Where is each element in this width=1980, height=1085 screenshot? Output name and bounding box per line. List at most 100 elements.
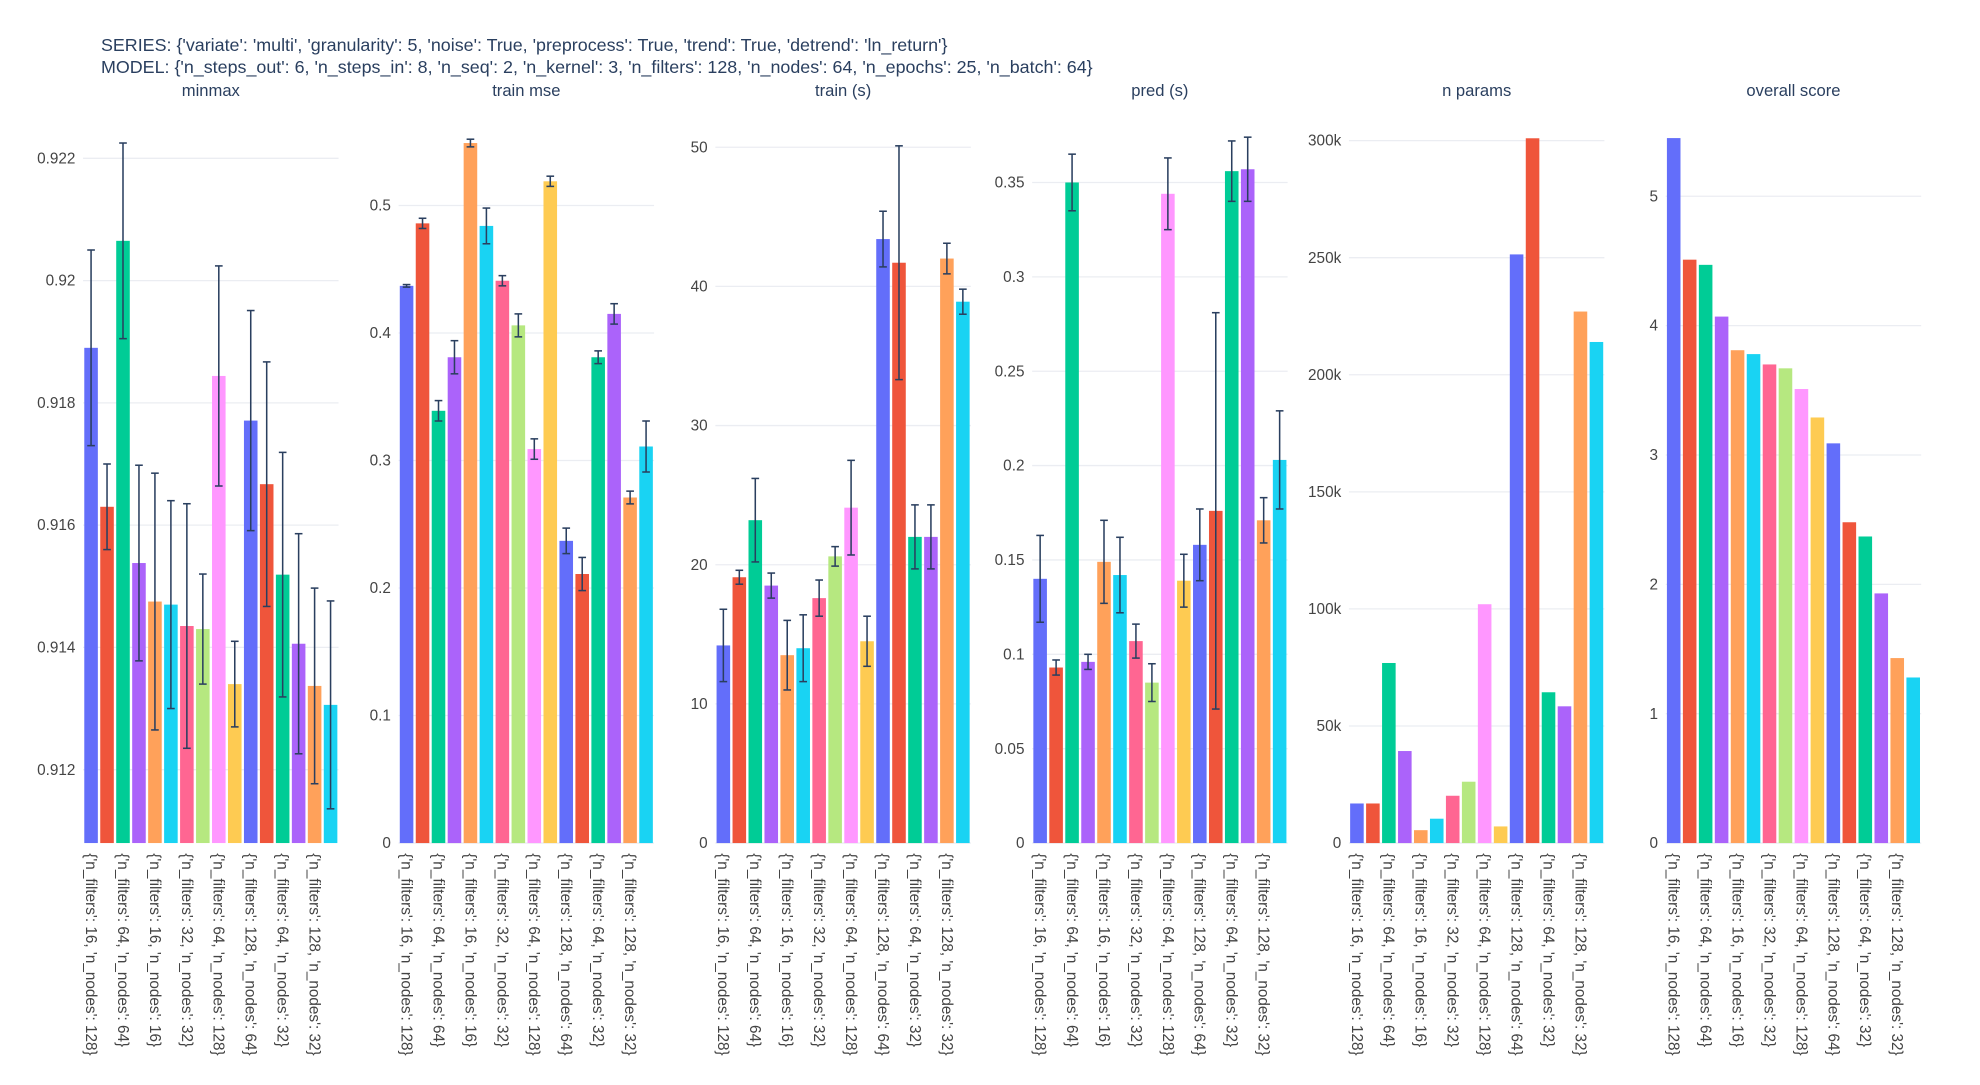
x-tick-label: {'n_filters': 64, 'n_nodes': 32} [906, 853, 923, 1047]
bar [591, 357, 605, 844]
y-tick-label: 0.25 [995, 363, 1025, 380]
x-tick-label: {'n_filters': 64, 'n_nodes': 64} [114, 853, 131, 1047]
error-bar [183, 502, 191, 750]
bar [1541, 692, 1556, 844]
x-tick-label: {'n_filters': 128, 'n_nodes': 64} [1824, 853, 1841, 1055]
bar [575, 574, 589, 844]
y-tick-label: 250k [1308, 250, 1342, 267]
error-bar [278, 451, 287, 698]
bar [940, 258, 954, 844]
x-tick-label: {'n_filters': 16, 'n_nodes': 16} [1095, 853, 1112, 1047]
x-tick-label: {'n_filters': 64, 'n_nodes': 64} [1063, 853, 1080, 1047]
error-bar [294, 532, 303, 755]
x-tick-label: {'n_filters': 64, 'n_nodes': 64} [429, 853, 446, 1047]
x-tick-label: {'n_filters': 32, 'n_nodes': 32} [1760, 853, 1777, 1047]
y-tick-label: 0.35 [995, 175, 1025, 192]
y-tick-label: 3 [1650, 447, 1659, 464]
x-tick-label: {'n_filters': 16, 'n_nodes': 16} [1728, 853, 1745, 1047]
x-tick-label: {'n_filters': 64, 'n_nodes': 128} [842, 853, 859, 1055]
y-tick-label: 0.3 [370, 453, 391, 470]
x-tick-label: {'n_filters': 64, 'n_nodes': 32} [274, 853, 291, 1047]
bar [892, 262, 906, 844]
y-tick-label: 0.92 [46, 273, 76, 290]
error-bar [326, 600, 335, 810]
bar [956, 301, 970, 844]
x-tick-label: {'n_filters': 128, 'n_nodes': 64} [242, 853, 259, 1055]
bar [1682, 259, 1697, 844]
bar [227, 684, 242, 844]
error-bar [482, 207, 491, 245]
bar [1778, 368, 1793, 844]
bar [924, 536, 938, 844]
x-tick-label: {'n_filters': 128, 'n_nodes': 64} [557, 853, 574, 1055]
bar [1589, 341, 1604, 844]
bar [100, 506, 114, 844]
x-tick-label: {'n_filters': 16, 'n_nodes': 16} [778, 853, 795, 1047]
error-bar [1052, 659, 1060, 676]
bar [1493, 826, 1508, 844]
error-bar [1036, 534, 1044, 623]
x-tick-label: {'n_filters': 64, 'n_nodes': 128} [1792, 853, 1809, 1055]
bar [1890, 658, 1905, 844]
bar [1240, 169, 1255, 844]
y-tick-label: 4 [1650, 318, 1659, 335]
y-tick-label: 50k [1317, 718, 1342, 735]
bar [828, 556, 842, 844]
x-tick-label: {'n_filters': 32, 'n_nodes': 32} [1444, 853, 1461, 1047]
bar [559, 540, 574, 844]
y-tick-label: 0.912 [37, 762, 75, 779]
error-bar [530, 438, 539, 461]
x-tick-label: {'n_filters': 16, 'n_nodes': 128} [397, 853, 414, 1055]
bar [1081, 661, 1095, 844]
y-tick-label: 2 [1650, 576, 1659, 593]
bar [399, 285, 414, 844]
bar [1224, 171, 1239, 844]
y-tick-label: 0.05 [995, 741, 1025, 758]
bar [639, 446, 653, 844]
error-bar [514, 313, 523, 338]
bar [1477, 604, 1492, 844]
error-bar [310, 587, 319, 785]
x-tick-label: {'n_filters': 64, 'n_nodes': 64} [1697, 853, 1714, 1047]
error-bar [735, 569, 744, 585]
bar [1033, 578, 1047, 844]
bar [748, 520, 763, 844]
error-bar [450, 339, 459, 375]
x-tick-label: {'n_filters': 32, 'n_nodes': 32} [178, 853, 195, 1047]
x-tick-label: {'n_filters': 16, 'n_nodes': 128} [1348, 853, 1365, 1055]
bar [132, 563, 146, 844]
x-tick-label: {'n_filters': 16, 'n_nodes': 16} [146, 853, 163, 1047]
bar [164, 604, 178, 844]
bar [1445, 795, 1460, 844]
bar [275, 574, 290, 844]
bar [732, 577, 747, 844]
series-header: SERIES: {'variate': 'multi', 'granularit… [101, 35, 947, 56]
y-tick-label: 5 [1650, 188, 1659, 205]
bar [116, 240, 130, 844]
error-bar [466, 138, 475, 148]
y-tick-label: 100k [1308, 601, 1342, 618]
bar [796, 648, 810, 844]
bar [1272, 459, 1287, 844]
y-tick-label: 0.5 [370, 198, 391, 215]
error-bar [751, 477, 760, 563]
bar [780, 655, 795, 844]
y-tick-label: 0.916 [37, 517, 75, 534]
bar [844, 507, 858, 844]
y-tick-label: 300k [1308, 133, 1342, 150]
error-bar [1164, 157, 1172, 231]
y-tick-label: 150k [1308, 484, 1342, 501]
bar [431, 410, 446, 844]
bar [1762, 364, 1777, 844]
error-bar [434, 399, 443, 422]
error-bar [214, 265, 223, 487]
bar [196, 629, 210, 844]
x-tick-label: {'n_filters': 128, 'n_nodes': 64} [1191, 853, 1208, 1055]
y-tick-label: 0 [382, 835, 391, 852]
error-bar [1275, 410, 1284, 510]
error-bar [719, 608, 728, 683]
x-tick-label: {'n_filters': 16, 'n_nodes': 128} [1665, 853, 1682, 1055]
bar [1429, 818, 1444, 844]
bar [1382, 662, 1396, 844]
